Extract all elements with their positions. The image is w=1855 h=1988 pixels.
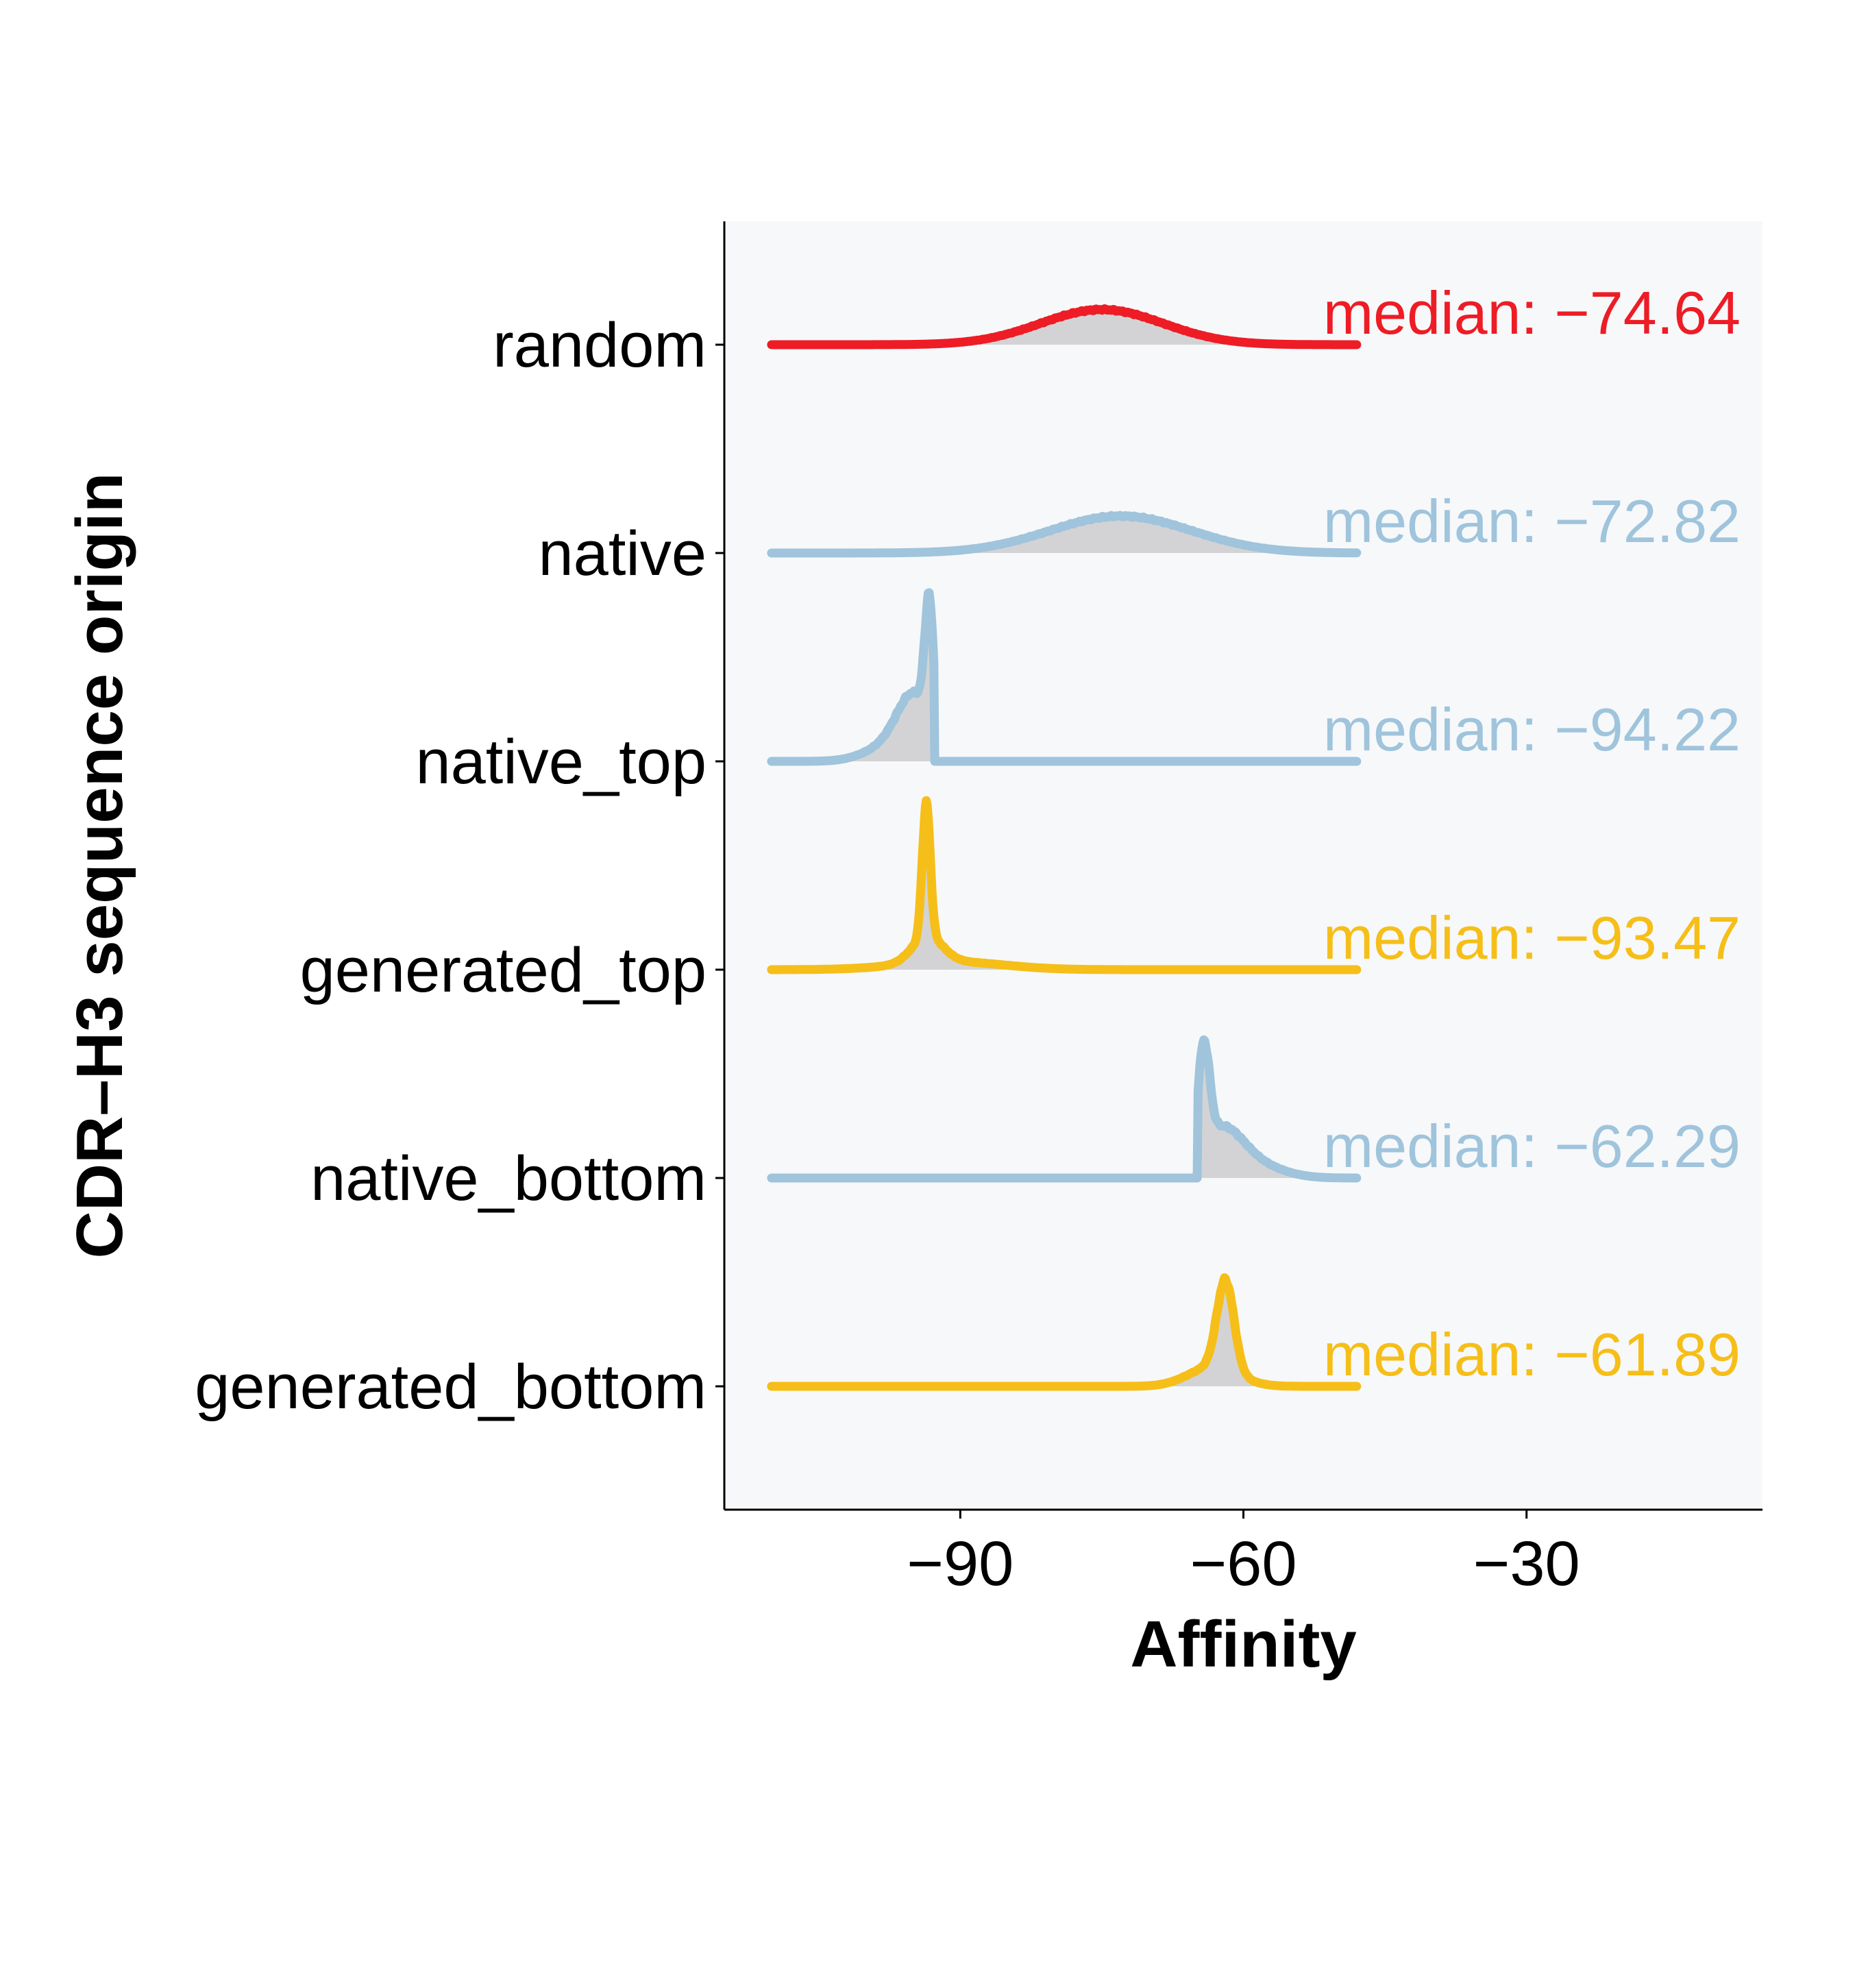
median-label-native_top: median: −94.22	[1323, 696, 1741, 763]
ridge-line-random	[767, 304, 1362, 349]
y-tick-label-native_top: native_top	[415, 727, 707, 797]
ridge-line-native_bottom	[767, 1035, 1362, 1183]
ridge-line-generated_bottom	[767, 1273, 1362, 1391]
ridge-line-native_top	[767, 588, 1362, 766]
y-tick-label-random: random	[493, 310, 707, 380]
ridge-line-native	[767, 511, 1362, 558]
ridge-fill-random	[771, 308, 1357, 345]
x-tick-label: −30	[1473, 1529, 1580, 1599]
panel-background	[724, 221, 1762, 1510]
y-tick-label-native: native	[539, 519, 707, 589]
median-label-generated_bottom: median: −61.89	[1323, 1321, 1741, 1388]
median-label-random: median: −74.64	[1323, 279, 1741, 347]
median-label-native: median: −72.82	[1323, 487, 1741, 555]
x-tick-label: −60	[1190, 1529, 1297, 1599]
ridge-fill-native_bottom	[771, 1040, 1357, 1178]
median-label-native_bottom: median: −62.29	[1323, 1112, 1741, 1180]
y-axis-title: CDR–H3 sequence origin	[63, 473, 136, 1259]
y-tick-label-generated_bottom: generated_bottom	[195, 1352, 707, 1422]
y-tick-label-generated_top: generated_top	[300, 935, 707, 1005]
ridge-line-generated_top	[767, 796, 1362, 974]
y-axis-ticks: random native native_top generated_topnativ…	[195, 310, 724, 1422]
x-axis-title: Affinity	[1130, 1608, 1357, 1681]
median-labels: median: −74.64 median: −72.82 median: −94.…	[1323, 279, 1741, 1388]
x-tick-label: −90	[907, 1529, 1014, 1599]
ridge-fill-native	[771, 515, 1357, 553]
ridge-fill-native_top	[771, 592, 1357, 761]
x-axis-ticks: −90 −60 −30	[907, 1510, 1580, 1599]
y-tick-label-native_bottom: native_bottom	[310, 1144, 707, 1214]
density-ridges	[767, 304, 1362, 1391]
median-label-generated_top: median: −93.47	[1323, 904, 1741, 972]
